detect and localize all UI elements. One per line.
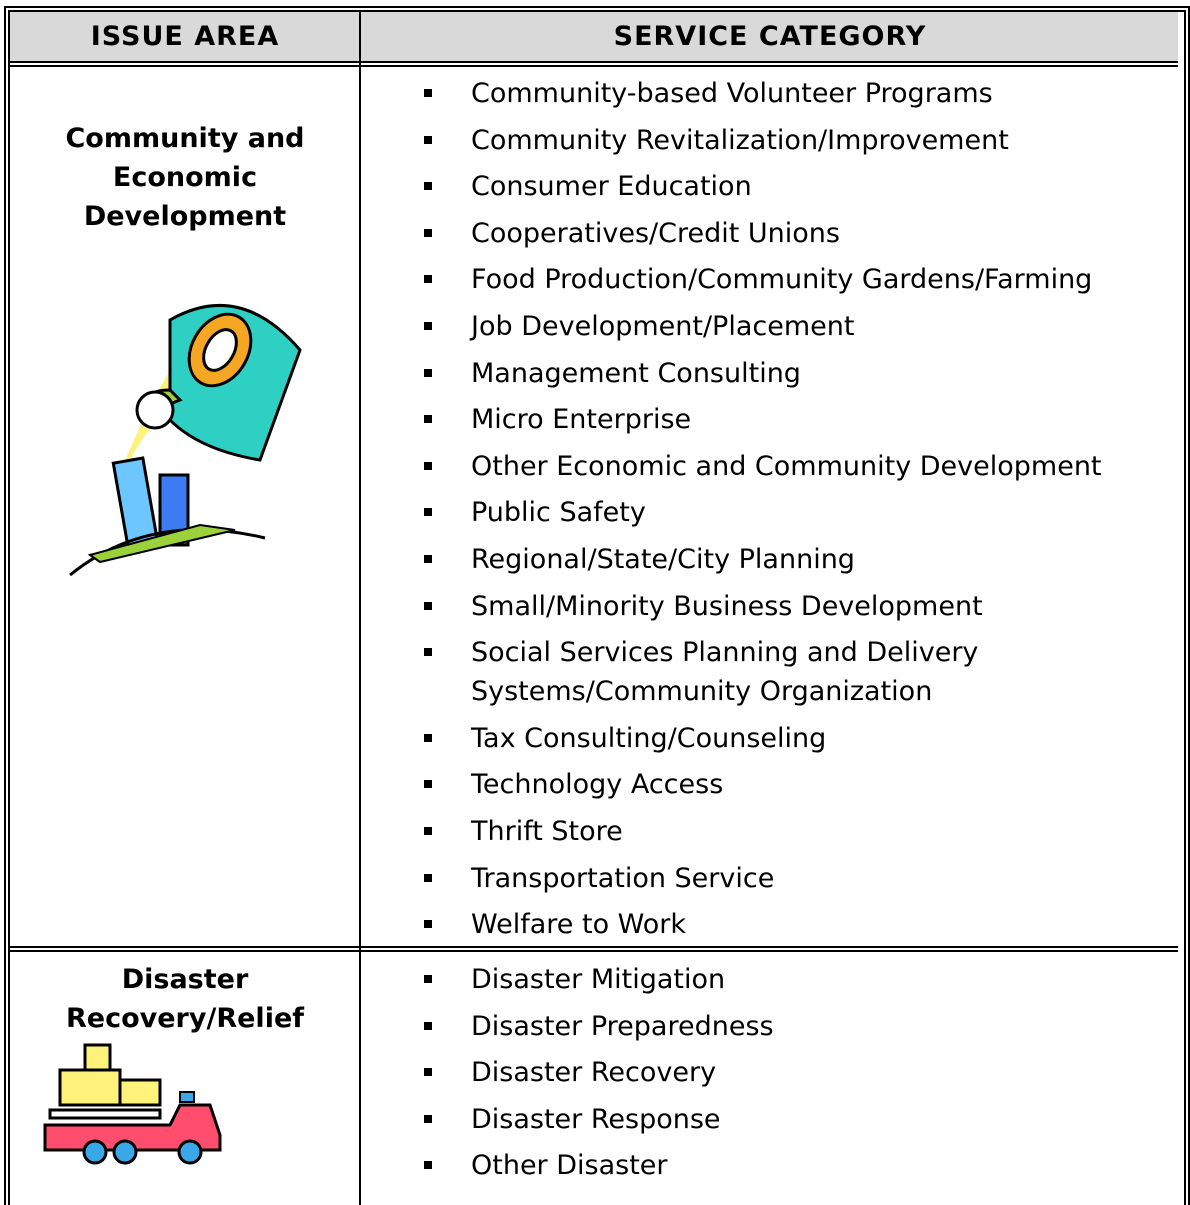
service-item: Consumer Education — [420, 167, 1160, 206]
service-item: Other Disaster — [420, 1146, 1160, 1185]
service-item: Job Development/Placement — [420, 307, 1160, 346]
service-item: Micro Enterprise — [420, 400, 1160, 439]
service-list: Disaster Mitigation Disaster Preparedness… — [420, 960, 1160, 1193]
service-item: Disaster Recovery — [420, 1053, 1160, 1092]
issue-area-line: Development — [83, 201, 287, 232]
service-item: Welfare to Work — [420, 905, 1160, 944]
column-header: ISSUE AREA — [90, 21, 280, 52]
column-header: SERVICE CATEGORY — [613, 21, 927, 52]
service-item: Community Revitalization/Improvement — [420, 121, 1160, 160]
issue-area-line: Disaster — [121, 964, 249, 995]
issue-area: Disaster Recovery/Relief — [12, 960, 358, 1038]
service-item: Community-based Volunteer Programs — [420, 74, 1160, 113]
service-item: Transportation Service — [420, 859, 1160, 898]
issue-area-line: Economic — [112, 162, 258, 193]
row-divider — [10, 946, 1178, 952]
service-item: Thrift Store — [420, 812, 1160, 851]
table-border — [4, 6, 1190, 1205]
service-item: Small/Minority Business Development — [420, 587, 1160, 626]
service-item: Food Production/Community Gardens/Farmin… — [420, 260, 1160, 299]
issue-area: Community and Economic Development — [12, 119, 358, 236]
row-divider — [10, 61, 1178, 67]
service-item: Regional/State/City Planning — [420, 540, 1160, 579]
column-divider — [359, 12, 361, 1205]
service-item: Tax Consulting/Counseling — [420, 719, 1160, 758]
service-item: Management Consulting — [420, 354, 1160, 393]
service-item: Other Economic and Community Development — [420, 447, 1160, 486]
issue-area-line: Community and — [65, 123, 305, 154]
fire-truck-clipart — [43, 1043, 222, 1165]
header-background — [10, 12, 1178, 62]
service-item: Disaster Preparedness — [420, 1007, 1160, 1046]
service-list: Community-based Volunteer Programs Commun… — [420, 74, 1160, 952]
service-item: Technology Access — [420, 765, 1160, 804]
service-item: Social Services Planning and Delivery Sy… — [420, 633, 1160, 711]
service-item: Disaster Response — [420, 1100, 1160, 1139]
service-item: Cooperatives/Credit Unions — [420, 214, 1160, 253]
service-item: Public Safety — [420, 493, 1160, 532]
issue-area-line: Recovery/Relief — [65, 1003, 305, 1034]
watering-can-clipart — [69, 304, 302, 577]
service-item: Disaster Mitigation — [420, 960, 1160, 999]
